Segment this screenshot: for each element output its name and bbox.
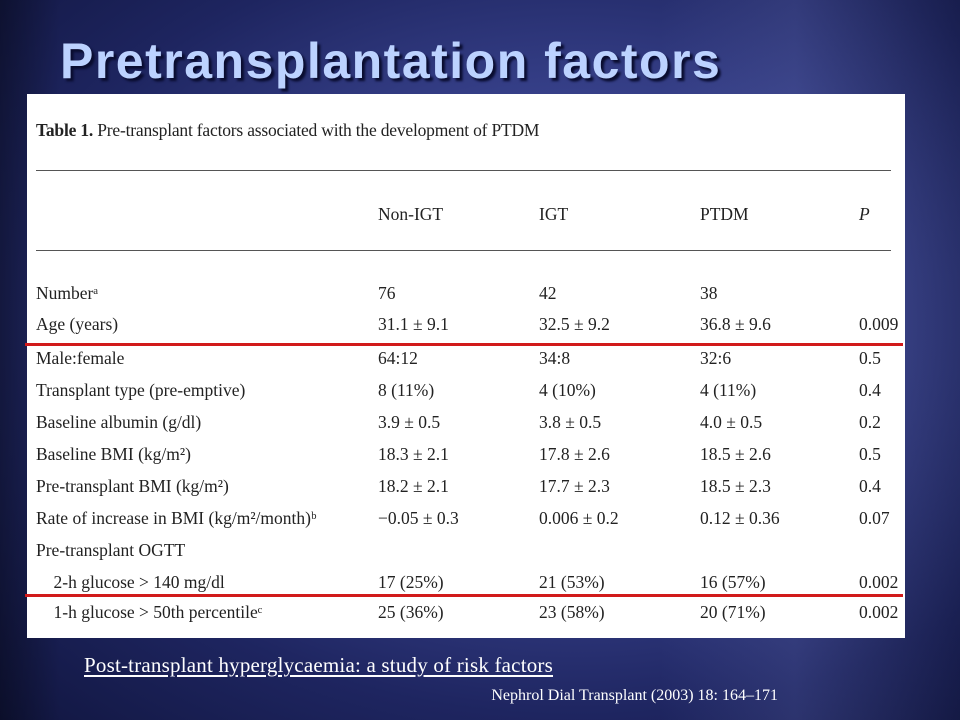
cell-igt: 21 (53%) (539, 572, 605, 592)
header-ptdm: PTDM (700, 204, 749, 224)
cell-igt: 32.5 ± 9.2 (539, 314, 610, 334)
table-row: Baseline albumin (g/dl) 3.9 ± 0.5 3.8 ± … (27, 412, 905, 442)
row-label: Baseline BMI (kg/m²) (36, 444, 191, 464)
header-igt: IGT (539, 204, 569, 224)
table-header-rule (36, 250, 891, 251)
cell-igt: 3.8 ± 0.5 (539, 412, 602, 432)
cell-ptdm: 18.5 ± 2.6 (700, 444, 771, 464)
highlight-line-top (25, 343, 903, 346)
cell-p: 0.002 (859, 572, 899, 592)
cell-igt: 34:8 (539, 348, 571, 368)
row-label: Pre-transplant OGTT (36, 540, 186, 560)
row-label: Numberᵃ (36, 283, 99, 303)
cell-non-igt: 18.3 ± 2.1 (378, 444, 449, 464)
cell-non-igt: 31.1 ± 9.1 (378, 314, 449, 334)
cell-ptdm: 36.8 ± 9.6 (700, 314, 771, 334)
cell-ptdm: 18.5 ± 2.3 (700, 476, 771, 496)
row-label: Rate of increase in BMI (kg/m²/month)ᵇ (36, 508, 317, 528)
table-row: Baseline BMI (kg/m²) 18.3 ± 2.1 17.8 ± 2… (27, 444, 905, 474)
cell-ptdm: 32:6 (700, 348, 732, 368)
table-row: Pre-transplant OGTT (27, 540, 905, 570)
cell-p: 0.07 (859, 508, 890, 528)
cell-igt: 4 (10%) (539, 380, 596, 400)
cell-p: 0.4 (859, 476, 881, 496)
cell-non-igt: 18.2 ± 2.1 (378, 476, 449, 496)
table-row: Pre-transplant BMI (kg/m²) 18.2 ± 2.1 17… (27, 476, 905, 506)
cell-non-igt: −0.05 ± 0.3 (378, 508, 459, 528)
cell-non-igt: 64:12 (378, 348, 418, 368)
cell-ptdm: 4.0 ± 0.5 (700, 412, 763, 432)
table-image: Table 1. Pre-transplant factors associat… (25, 94, 905, 638)
table-row: 2-h glucose > 140 mg/dl 17 (25%) 21 (53%… (27, 572, 905, 602)
cell-non-igt: 25 (36%) (378, 602, 444, 622)
cell-p: 0.002 (859, 602, 899, 622)
table-row: Age (years) 31.1 ± 9.1 32.5 ± 9.2 36.8 ±… (27, 314, 905, 344)
row-label: 2-h glucose > 140 mg/dl (36, 572, 225, 592)
cell-p: 0.5 (859, 348, 881, 368)
cell-non-igt: 17 (25%) (378, 572, 444, 592)
cell-igt: 17.7 ± 2.3 (539, 476, 610, 496)
cell-non-igt: 3.9 ± 0.5 (378, 412, 441, 432)
cell-ptdm: 16 (57%) (700, 572, 766, 592)
cell-ptdm: 4 (11%) (700, 380, 757, 400)
cell-igt: 0.006 ± 0.2 (539, 508, 619, 528)
highlight-line-bottom (25, 594, 903, 597)
row-label: Male:female (36, 348, 125, 368)
cell-p: 0.5 (859, 444, 881, 464)
slide-title: Pretransplantation factors (60, 33, 722, 89)
journal-reference: Nephrol Dial Transplant (2003) 18: 164–1… (491, 687, 778, 704)
row-label: Age (years) (36, 314, 119, 334)
table-caption-label: Table 1. (36, 120, 94, 140)
cell-ptdm: 0.12 ± 0.36 (700, 508, 780, 528)
table-row: Male:female 64:12 34:8 32:6 0.5 (27, 348, 905, 378)
table-caption: Table 1. Pre-transplant factors associat… (36, 120, 539, 141)
cell-igt: 23 (58%) (539, 602, 605, 622)
row-label: Transplant type (pre-emptive) (36, 380, 246, 400)
cell-p: 0.2 (859, 412, 881, 432)
cell-igt: 42 (539, 283, 557, 303)
source-article-link[interactable]: Post-transplant hyperglycaemia: a study … (84, 653, 554, 677)
cell-non-igt: 8 (11%) (378, 380, 435, 400)
row-label: 1-h glucose > 50th percentileᶜ (36, 602, 263, 622)
row-label: Pre-transplant BMI (kg/m²) (36, 476, 229, 496)
cell-ptdm: 20 (71%) (700, 602, 766, 622)
header-p-value: P (859, 204, 870, 224)
cell-p: 0.4 (859, 380, 881, 400)
cell-p: 0.009 (859, 314, 899, 334)
table-row: 1-h glucose > 50th percentileᶜ 25 (36%) … (27, 602, 905, 632)
table-top-rule (36, 170, 891, 171)
header-non-igt: Non-IGT (378, 204, 444, 224)
table-row: Numberᵃ 76 42 38 (27, 283, 905, 313)
cell-igt: 17.8 ± 2.6 (539, 444, 610, 464)
cell-ptdm: 38 (700, 283, 718, 303)
cell-non-igt: 76 (378, 283, 396, 303)
table-row: Rate of increase in BMI (kg/m²/month)ᵇ −… (27, 508, 905, 538)
row-label: Baseline albumin (g/dl) (36, 412, 202, 432)
table-row: Transplant type (pre-emptive) 8 (11%) 4 … (27, 380, 905, 410)
table-caption-text: Pre-transplant factors associated with t… (97, 120, 540, 140)
